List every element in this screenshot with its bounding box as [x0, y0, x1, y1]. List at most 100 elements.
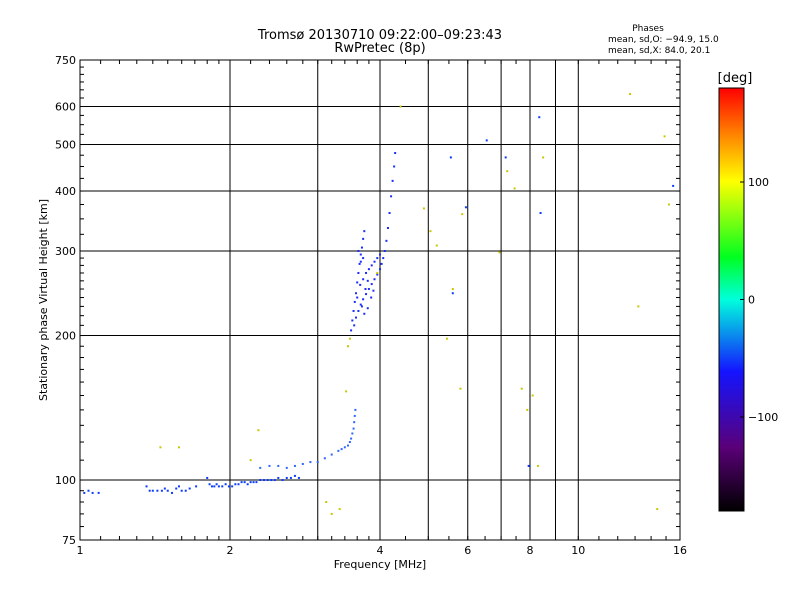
- x-tick-label: 2: [227, 544, 234, 557]
- data-point: [346, 345, 349, 348]
- data-point: [350, 329, 353, 332]
- data-point: [330, 512, 333, 515]
- data-point: [184, 489, 187, 492]
- data-point: [388, 212, 391, 215]
- data-point: [359, 283, 362, 286]
- data-point: [365, 271, 368, 274]
- data-point: [379, 268, 381, 271]
- data-point: [353, 324, 356, 327]
- data-point: [637, 305, 640, 308]
- data-point: [506, 170, 509, 173]
- data-point: [277, 476, 280, 479]
- data-point: [231, 485, 234, 488]
- data-point: [259, 466, 262, 469]
- data-point: [175, 487, 178, 490]
- data-point: [536, 464, 539, 467]
- data-point: [380, 262, 383, 265]
- data-point: [249, 481, 252, 484]
- data-point: [289, 476, 292, 479]
- data-point: [217, 485, 220, 488]
- data-point: [252, 481, 255, 484]
- data-point: [208, 483, 211, 486]
- data-point: [513, 187, 516, 190]
- data-point: [343, 446, 346, 449]
- data-point: [445, 337, 448, 340]
- data-point: [83, 491, 86, 494]
- data-point: [268, 464, 271, 467]
- data-point: [451, 288, 454, 291]
- data-point: [362, 257, 365, 260]
- colorbar-tick-label: −100: [748, 411, 778, 424]
- data-point: [160, 489, 163, 492]
- data-point: [365, 293, 368, 296]
- data-point: [215, 483, 218, 486]
- data-point: [227, 485, 230, 488]
- data-point: [449, 156, 452, 159]
- grid-lines: [80, 60, 680, 540]
- y-tick-label: 500: [55, 139, 76, 152]
- data-point: [323, 457, 326, 460]
- data-points: [83, 93, 675, 515]
- data-point: [353, 414, 356, 417]
- data-point: [151, 489, 154, 492]
- data-point: [346, 444, 349, 447]
- data-point: [237, 483, 240, 486]
- data-point: [177, 446, 180, 449]
- data-point: [145, 485, 148, 488]
- colorbar-label: [deg]: [718, 71, 753, 86]
- data-point: [356, 296, 359, 299]
- data-point: [91, 491, 94, 494]
- data-point: [451, 292, 454, 295]
- data-point: [240, 481, 243, 484]
- data-point: [429, 230, 432, 233]
- y-tick-label: 400: [55, 185, 76, 198]
- data-point: [385, 239, 388, 242]
- data-point: [357, 250, 360, 253]
- data-point: [376, 271, 379, 274]
- data-point: [309, 461, 312, 464]
- data-point: [383, 250, 386, 253]
- data-point: [262, 479, 265, 482]
- data-point: [422, 207, 425, 210]
- data-point: [243, 481, 246, 484]
- data-point: [353, 300, 356, 303]
- x-axis-ticks: 1 2 4 8 16 6 10: [77, 60, 687, 557]
- data-point: [359, 260, 362, 263]
- data-point: [351, 432, 354, 435]
- data-point: [97, 491, 100, 494]
- data-point: [234, 483, 237, 486]
- y-tick-label: 100: [55, 474, 76, 487]
- data-point: [354, 408, 357, 411]
- data-point: [277, 464, 280, 467]
- data-point: [350, 437, 353, 440]
- data-point: [359, 253, 362, 256]
- data-point: [656, 508, 659, 511]
- data-point: [352, 309, 355, 312]
- y-tick-label: 600: [55, 101, 76, 114]
- data-point: [270, 479, 273, 482]
- data-point: [224, 483, 227, 486]
- data-point: [221, 485, 224, 488]
- data-point: [163, 487, 166, 490]
- data-point: [348, 441, 351, 444]
- data-point: [362, 237, 365, 240]
- data-point: [246, 483, 249, 486]
- data-point: [527, 464, 530, 467]
- legend-line-o: mean, sd,O: −94.9, 15.0: [608, 35, 719, 45]
- data-point: [461, 213, 464, 216]
- data-point: [188, 487, 191, 490]
- data-point: [353, 421, 356, 424]
- data-point: [159, 446, 162, 449]
- data-point: [325, 500, 328, 503]
- data-point: [293, 474, 296, 477]
- data-point: [180, 489, 183, 492]
- data-point: [367, 288, 370, 291]
- data-point: [87, 489, 90, 492]
- chart-subtitle: RwPretec (8p): [334, 41, 425, 56]
- x-tick-label: 8: [527, 544, 534, 557]
- data-point: [356, 281, 359, 284]
- data-point: [399, 105, 402, 108]
- y-tick-label: 750: [55, 54, 76, 67]
- data-point: [459, 387, 462, 390]
- y-axis-label: Stationary phase Virtual Height [km]: [37, 199, 50, 401]
